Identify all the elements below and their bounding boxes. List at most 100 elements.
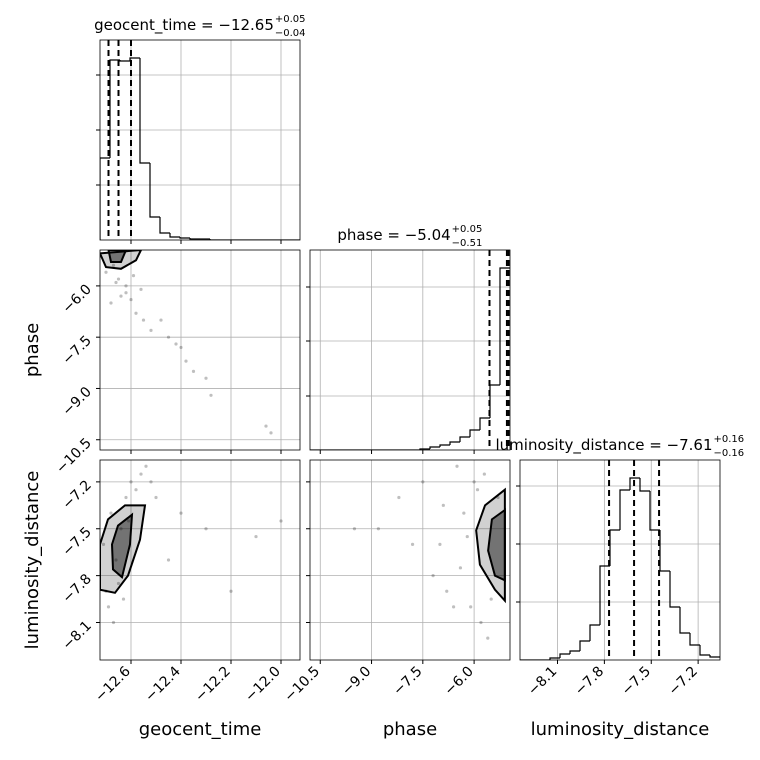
histogram-bin (100, 157, 110, 240)
contour (100, 504, 147, 594)
sample-point (441, 503, 445, 507)
sample-point (144, 464, 148, 468)
contour (475, 487, 506, 604)
sample-point (458, 566, 463, 570)
x-tick-label: −10.5 (281, 664, 323, 706)
panel-frame (99, 39, 301, 241)
histogram-bin (499, 267, 510, 385)
sample-point (174, 342, 178, 346)
sample-point (111, 263, 116, 267)
x-tick-label: −7.8 (572, 664, 607, 699)
contour (110, 512, 134, 580)
histogram-bin (649, 491, 660, 531)
histogram-bin (149, 163, 160, 218)
histogram-bin (479, 417, 490, 430)
histogram-bin (669, 571, 680, 608)
histogram-bin (609, 529, 620, 566)
x-tick-label: −7.5 (390, 664, 425, 699)
sample-point (159, 318, 163, 322)
histogram-bin (579, 640, 590, 651)
sample-point (124, 291, 128, 295)
histogram-bin (569, 650, 580, 654)
y-tick-label: −7.8 (59, 571, 94, 606)
panel-title: luminosity_distance = −7.61 (495, 436, 712, 455)
sample-point (114, 280, 118, 285)
x-tick-label: −8.1 (525, 664, 560, 699)
sample-point (134, 488, 138, 492)
histogram-bin (659, 530, 670, 572)
sample-point (139, 472, 143, 476)
sample-point (352, 527, 357, 531)
sample-point (472, 480, 476, 484)
sample-point (104, 270, 108, 274)
title-lower: −0.51 (452, 238, 483, 249)
sample-point (134, 311, 138, 315)
sample-point (184, 359, 188, 363)
sample-point (279, 519, 283, 523)
panel-frame (519, 459, 721, 661)
title-upper: +0.05 (452, 224, 483, 235)
sample-point (141, 318, 146, 322)
sample-point (139, 287, 143, 291)
histogram-bin (179, 237, 190, 239)
sample-point (149, 480, 153, 484)
y-tick-label: −10.5 (53, 435, 95, 477)
contour (107, 250, 128, 263)
sample-point (455, 464, 459, 468)
sample-point (124, 284, 128, 288)
histogram-bin (119, 60, 130, 62)
x-tick-label: −9.0 (339, 664, 374, 699)
panel-frame (99, 459, 301, 661)
y-axis-label: luminosity_distance (22, 471, 43, 650)
sample-point (119, 294, 123, 298)
sample-point (129, 480, 133, 484)
y-tick-label: −8.1 (59, 618, 94, 653)
sample-point (421, 480, 425, 484)
histogram-bin (639, 478, 650, 492)
histogram-bin (439, 444, 450, 447)
panel-frame (309, 459, 511, 661)
x-tick-label: −12.0 (242, 664, 284, 706)
y-tick-label: −6.0 (59, 281, 94, 316)
sample-point (111, 620, 116, 625)
panel-title: geocent_time = −12.65 (94, 16, 274, 35)
histogram-bin (559, 653, 570, 658)
y-tick-label: −9.0 (59, 384, 94, 419)
sample-point (119, 527, 123, 531)
sample-point (479, 620, 483, 625)
sample-point (121, 597, 126, 601)
sample-point (126, 519, 131, 523)
histogram-bin (459, 436, 470, 442)
histogram-bin (469, 429, 480, 437)
sample-point (149, 328, 153, 332)
sample-point (264, 424, 268, 428)
sample-point (131, 274, 136, 278)
panel-title: phase = −5.04 (337, 226, 450, 244)
y-axis-label: phase (22, 323, 43, 377)
x-axis-label: luminosity_distance (531, 719, 710, 740)
x-tick-label: −12.6 (92, 663, 134, 705)
sample-point (106, 605, 111, 609)
sample-point (482, 472, 486, 476)
sample-point (451, 605, 456, 609)
pair-panel (100, 250, 273, 435)
sample-point (109, 301, 113, 305)
histogram-bin (689, 633, 700, 646)
sample-point (179, 345, 183, 350)
title-upper: +0.05 (275, 14, 306, 25)
sample-point (445, 589, 449, 593)
sample-point (154, 495, 158, 500)
histogram-bin (449, 441, 460, 445)
sample-point (204, 376, 208, 380)
sample-point (166, 335, 171, 339)
contour (487, 508, 506, 582)
sample-point (114, 558, 118, 562)
sample-point (101, 542, 106, 546)
title-upper: +0.16 (714, 434, 745, 445)
histogram (310, 250, 510, 450)
pair-panel (100, 464, 283, 625)
histogram-bin (139, 58, 150, 164)
sample-point (475, 488, 480, 492)
sample-point (166, 558, 171, 562)
